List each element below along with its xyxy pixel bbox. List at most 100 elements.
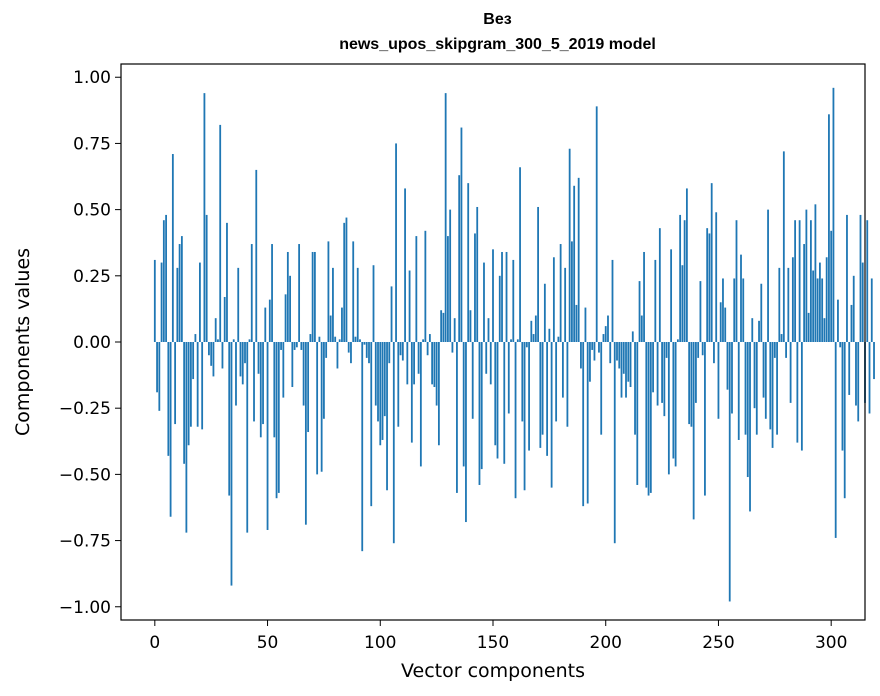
bar	[753, 342, 756, 409]
bar	[613, 342, 616, 544]
x-axis-ticks: 0 50 100 150 200 250 300	[149, 620, 847, 653]
bar	[505, 251, 508, 342]
bar	[521, 342, 524, 422]
bar	[253, 342, 255, 422]
bar	[289, 275, 291, 342]
y-tick-label: −0.25	[59, 399, 111, 419]
bar	[165, 214, 167, 342]
bar	[397, 342, 400, 427]
bar	[640, 315, 643, 342]
bar	[740, 254, 742, 342]
bar	[208, 342, 210, 356]
bar	[514, 342, 517, 499]
bar	[593, 342, 596, 361]
bar	[710, 183, 713, 342]
bar	[352, 241, 355, 342]
bar	[839, 342, 842, 348]
bar	[368, 342, 370, 364]
bar	[370, 342, 373, 507]
bar	[737, 342, 740, 440]
bar	[277, 342, 280, 493]
bar	[828, 114, 830, 342]
bar	[356, 267, 359, 342]
bar	[199, 262, 201, 342]
bar	[341, 307, 343, 342]
bar	[809, 220, 812, 342]
bar	[440, 310, 443, 342]
bar	[692, 342, 695, 520]
bar	[564, 267, 567, 342]
x-tick-label: 0	[149, 633, 160, 653]
bar	[318, 336, 321, 342]
y-tick-label: −1.00	[59, 598, 111, 618]
bar	[291, 342, 294, 388]
bar	[571, 241, 573, 342]
bar	[852, 275, 855, 342]
bar	[401, 342, 404, 361]
bar	[483, 262, 485, 342]
bar	[762, 342, 765, 398]
bar	[735, 220, 738, 342]
bar	[830, 230, 833, 342]
bar	[221, 342, 224, 369]
bar	[704, 342, 706, 496]
bar	[257, 342, 260, 374]
bar	[789, 342, 792, 403]
bar	[785, 342, 787, 358]
bar	[868, 342, 871, 414]
bar	[284, 294, 287, 342]
bar	[404, 188, 406, 342]
bar	[800, 342, 803, 451]
bar	[374, 342, 377, 406]
y-tick-label: 0.25	[73, 267, 111, 287]
bar	[223, 296, 226, 342]
bar	[298, 244, 301, 342]
bar	[523, 342, 526, 491]
bar	[566, 342, 569, 427]
bar	[688, 342, 691, 425]
bar	[620, 342, 623, 398]
bar	[706, 228, 709, 342]
bar	[512, 259, 515, 342]
bar	[647, 342, 650, 496]
bar	[379, 342, 382, 446]
bar	[726, 342, 729, 390]
bar	[377, 342, 379, 422]
bar	[492, 249, 494, 342]
y-tick-label: 0.75	[73, 134, 111, 154]
bar	[758, 320, 760, 342]
bar	[857, 342, 860, 422]
bar	[604, 326, 607, 342]
bar	[814, 204, 817, 342]
bar	[395, 143, 397, 342]
bar	[332, 267, 334, 342]
chart-title-line1: Вез	[483, 11, 512, 28]
bar	[749, 342, 751, 512]
bar	[530, 320, 533, 342]
bar	[338, 339, 341, 342]
bar	[764, 342, 767, 419]
bar	[453, 318, 456, 342]
bar	[329, 315, 332, 342]
bar	[174, 342, 177, 425]
bar	[807, 312, 810, 342]
bar	[787, 267, 790, 342]
bar	[239, 342, 242, 377]
bar	[602, 334, 605, 342]
bar	[250, 244, 253, 342]
bar	[859, 214, 862, 342]
bar	[575, 304, 578, 342]
bar	[196, 342, 199, 427]
bar	[474, 233, 476, 342]
bar	[431, 342, 434, 385]
bar	[271, 244, 273, 342]
bar	[415, 236, 418, 342]
bar	[476, 206, 479, 342]
bar	[773, 342, 776, 358]
bar	[171, 154, 174, 342]
bar	[316, 342, 319, 475]
bar	[489, 342, 492, 385]
bar	[417, 342, 420, 374]
bar	[584, 307, 587, 342]
